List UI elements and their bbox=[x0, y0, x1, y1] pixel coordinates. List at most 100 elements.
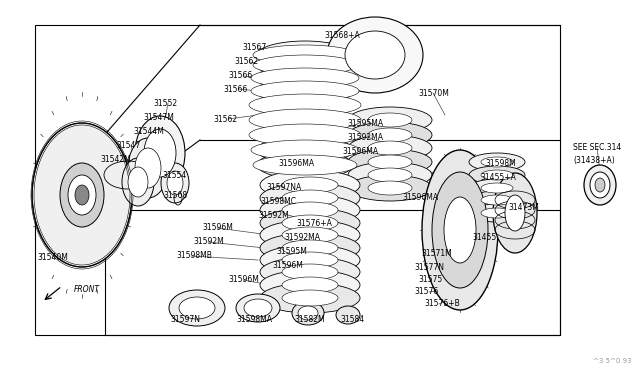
Ellipse shape bbox=[167, 171, 183, 195]
Ellipse shape bbox=[584, 165, 616, 205]
Text: 31562: 31562 bbox=[213, 115, 237, 124]
Ellipse shape bbox=[595, 178, 605, 192]
Ellipse shape bbox=[345, 31, 405, 79]
Ellipse shape bbox=[469, 166, 525, 184]
Ellipse shape bbox=[469, 153, 525, 171]
Ellipse shape bbox=[481, 208, 513, 218]
Ellipse shape bbox=[348, 175, 432, 201]
Ellipse shape bbox=[253, 155, 357, 175]
Text: 31596M: 31596M bbox=[202, 224, 233, 232]
Ellipse shape bbox=[253, 45, 357, 65]
Text: 31576+B: 31576+B bbox=[424, 299, 460, 308]
Text: 31595M: 31595M bbox=[276, 247, 307, 257]
Ellipse shape bbox=[257, 121, 353, 149]
Text: 31575: 31575 bbox=[418, 276, 442, 285]
Ellipse shape bbox=[481, 157, 513, 167]
Ellipse shape bbox=[260, 283, 360, 313]
Ellipse shape bbox=[348, 162, 432, 188]
Text: 31592MA: 31592MA bbox=[284, 234, 320, 243]
Ellipse shape bbox=[260, 245, 360, 275]
Ellipse shape bbox=[68, 175, 96, 215]
Text: FRONT: FRONT bbox=[74, 285, 100, 294]
Text: 31596MA: 31596MA bbox=[342, 148, 378, 157]
Ellipse shape bbox=[251, 81, 359, 101]
Text: (31438+A): (31438+A) bbox=[573, 155, 615, 164]
Ellipse shape bbox=[368, 128, 412, 142]
Text: 31542M: 31542M bbox=[100, 154, 131, 164]
Ellipse shape bbox=[432, 172, 488, 288]
Ellipse shape bbox=[368, 168, 412, 182]
Ellipse shape bbox=[282, 264, 338, 280]
Ellipse shape bbox=[257, 136, 353, 164]
Ellipse shape bbox=[249, 94, 361, 116]
Text: 31597N: 31597N bbox=[170, 315, 200, 324]
Text: 31576: 31576 bbox=[414, 288, 438, 296]
Text: 31567: 31567 bbox=[242, 44, 266, 52]
Text: 31568: 31568 bbox=[163, 190, 187, 199]
Text: 31540M: 31540M bbox=[37, 253, 68, 263]
Ellipse shape bbox=[282, 202, 338, 218]
Text: 31576+A: 31576+A bbox=[296, 219, 332, 228]
Text: 31582M: 31582M bbox=[294, 315, 324, 324]
Text: 31568+A: 31568+A bbox=[324, 31, 360, 39]
Ellipse shape bbox=[144, 129, 176, 177]
Text: 31598M: 31598M bbox=[485, 158, 516, 167]
Ellipse shape bbox=[368, 155, 412, 169]
Ellipse shape bbox=[368, 141, 412, 155]
Ellipse shape bbox=[260, 183, 360, 213]
Ellipse shape bbox=[260, 233, 360, 263]
Ellipse shape bbox=[161, 163, 189, 203]
Ellipse shape bbox=[348, 107, 432, 133]
Ellipse shape bbox=[249, 124, 361, 146]
Text: SEE SEC.314: SEE SEC.314 bbox=[573, 144, 621, 153]
Ellipse shape bbox=[348, 122, 432, 148]
Text: 31570M: 31570M bbox=[418, 89, 449, 97]
Text: 31592MA: 31592MA bbox=[347, 134, 383, 142]
Ellipse shape bbox=[368, 113, 412, 127]
Bar bbox=[35, 25, 560, 335]
Ellipse shape bbox=[260, 208, 360, 238]
Text: 31547: 31547 bbox=[116, 141, 140, 150]
Ellipse shape bbox=[481, 183, 513, 193]
Text: 31554: 31554 bbox=[162, 170, 186, 180]
Text: 31566: 31566 bbox=[223, 84, 247, 93]
Ellipse shape bbox=[282, 240, 338, 256]
Text: 31552: 31552 bbox=[153, 99, 177, 108]
Ellipse shape bbox=[282, 190, 338, 206]
Ellipse shape bbox=[260, 257, 360, 287]
Ellipse shape bbox=[179, 297, 215, 319]
Text: 31595MA: 31595MA bbox=[347, 119, 383, 128]
Text: 31596M: 31596M bbox=[228, 276, 259, 285]
Ellipse shape bbox=[257, 64, 353, 92]
Ellipse shape bbox=[505, 195, 525, 231]
Ellipse shape bbox=[260, 220, 360, 250]
Ellipse shape bbox=[282, 177, 338, 193]
Ellipse shape bbox=[282, 252, 338, 268]
Text: 31592M: 31592M bbox=[193, 237, 224, 247]
Ellipse shape bbox=[282, 277, 338, 293]
Text: 31547M: 31547M bbox=[143, 112, 174, 122]
Ellipse shape bbox=[236, 294, 280, 322]
Ellipse shape bbox=[257, 51, 353, 79]
Ellipse shape bbox=[253, 55, 357, 75]
Ellipse shape bbox=[292, 301, 324, 325]
Ellipse shape bbox=[282, 290, 338, 306]
Ellipse shape bbox=[336, 306, 360, 324]
Text: 31592M: 31592M bbox=[258, 212, 289, 221]
Ellipse shape bbox=[481, 195, 513, 205]
Ellipse shape bbox=[249, 109, 361, 131]
Ellipse shape bbox=[128, 138, 168, 198]
Ellipse shape bbox=[348, 149, 432, 175]
Ellipse shape bbox=[135, 116, 185, 190]
Ellipse shape bbox=[60, 163, 104, 227]
Ellipse shape bbox=[469, 191, 525, 209]
Text: 31598MC: 31598MC bbox=[260, 198, 296, 206]
Ellipse shape bbox=[251, 140, 359, 160]
Ellipse shape bbox=[481, 170, 513, 180]
Ellipse shape bbox=[282, 215, 338, 231]
Ellipse shape bbox=[444, 197, 476, 263]
Text: 31596MA: 31596MA bbox=[278, 158, 314, 167]
Ellipse shape bbox=[590, 172, 610, 198]
Ellipse shape bbox=[75, 185, 89, 205]
Text: 31562: 31562 bbox=[234, 58, 258, 67]
